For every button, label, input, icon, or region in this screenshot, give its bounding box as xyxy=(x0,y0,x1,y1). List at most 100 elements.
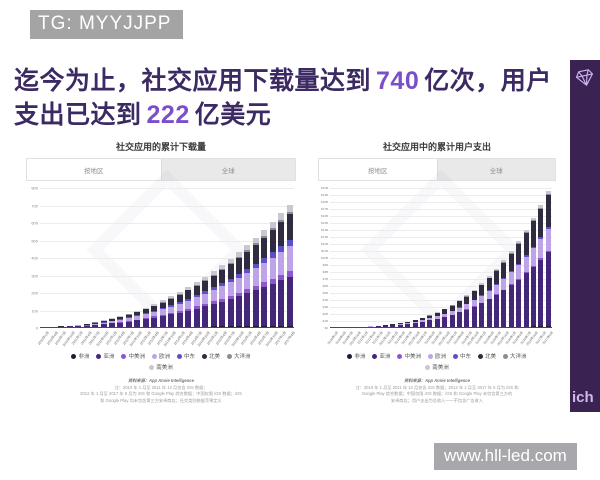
bar-segment-欧洲 xyxy=(278,251,285,275)
gridline xyxy=(330,244,552,245)
bar-segment-欧洲 xyxy=(427,318,433,321)
tab-global[interactable]: 全球 xyxy=(160,159,295,180)
gridline xyxy=(330,230,552,231)
bar-segment-亚洲 xyxy=(134,320,141,327)
y-tick-label: 600 xyxy=(31,220,38,226)
gridline xyxy=(330,272,552,273)
bar-segment-亚洲 xyxy=(486,299,492,327)
stacked-bar xyxy=(219,265,226,327)
legend-label: 南美洲 xyxy=(432,365,449,371)
bar-segment-南美洲 xyxy=(449,304,455,306)
bar-segment-北美 xyxy=(125,314,132,318)
bar-segment-南美洲 xyxy=(210,271,217,275)
tab-by-region[interactable]: 按地区 xyxy=(319,159,437,180)
gridline xyxy=(330,216,552,217)
legend-item-南美洲: 南美洲 xyxy=(149,363,173,371)
bar-segment-亚洲 xyxy=(235,296,242,327)
stacked-bar xyxy=(210,271,217,327)
bar-segment-北美 xyxy=(397,323,403,325)
bar-segment-亚洲 xyxy=(390,325,396,327)
gridline xyxy=(40,240,294,242)
bar-segment-中东 xyxy=(479,295,485,296)
bar-segment-欧洲 xyxy=(185,300,192,309)
bar-segment-亚洲 xyxy=(530,266,537,327)
bar-segment-中东 xyxy=(508,271,514,273)
bar-segment-南美洲 xyxy=(545,190,551,194)
bar-segment-南美洲 xyxy=(117,316,124,317)
bar-segment-中东 xyxy=(244,268,251,273)
bar-segment-中美洲 xyxy=(508,284,514,286)
legend-dot xyxy=(149,364,155,370)
bar-segment-中东 xyxy=(210,287,217,291)
bar-segment-亚洲 xyxy=(523,273,529,327)
bar-segment-中美洲 xyxy=(516,278,522,280)
tab-by-region[interactable]: 按地区 xyxy=(27,159,161,180)
bar-segment-亚洲 xyxy=(508,285,514,327)
bar-segment-大洋洲 xyxy=(486,277,492,279)
gridline xyxy=(330,286,552,287)
bar-segment-中东 xyxy=(134,315,141,317)
bar-segment-欧洲 xyxy=(538,238,544,259)
bar-segment-中东 xyxy=(235,273,242,278)
y-tick-label: $10B xyxy=(320,256,328,260)
bar-segment-欧洲 xyxy=(261,262,268,283)
bar-segment-亚洲 xyxy=(516,279,522,327)
legend-item-中东: 中东 xyxy=(177,352,195,360)
legend-item-欧洲: 欧洲 xyxy=(151,352,170,360)
legend-item-非洲: 非洲 xyxy=(347,352,365,360)
source-note-line: 注：2010 年 1 月至 2011 年 12 月仅含 iOS 数据； xyxy=(114,384,208,390)
bar-segment-中东 xyxy=(269,252,276,258)
bar-segment-大洋洲 xyxy=(508,252,514,254)
legend-item-中美洲: 中美洲 xyxy=(121,352,145,360)
bar-segment-北美 xyxy=(464,296,470,304)
bar-segment-南美洲 xyxy=(501,260,507,262)
bar-segment-中美洲 xyxy=(235,292,242,297)
bar-segment-欧洲 xyxy=(202,293,209,304)
bar-segment-南美洲 xyxy=(516,240,522,243)
legend: 非洲 亚洲 中美洲 欧洲 中东 北美 大洋洲 南美洲 xyxy=(24,352,298,371)
legend-dot xyxy=(453,353,458,359)
bar-segment-亚洲 xyxy=(142,319,149,327)
legend-item-欧洲: 欧洲 xyxy=(427,352,446,360)
bar-segment-亚洲 xyxy=(100,324,107,327)
y-tick-label: $11B xyxy=(321,249,328,253)
bar-segment-欧洲 xyxy=(125,318,132,321)
bar-segment-非洲 xyxy=(269,325,276,327)
bar-segment-北美 xyxy=(449,305,455,311)
title-text: 亿美元 xyxy=(194,101,272,129)
y-tick-label: 700 xyxy=(31,203,38,208)
bar-segment-欧洲 xyxy=(142,314,149,319)
bar-segment-北美 xyxy=(405,321,411,323)
stacked-bar xyxy=(159,300,166,327)
chart-tab-bar: 按地区 全球 xyxy=(26,158,296,181)
bar-segment-大洋洲 xyxy=(501,261,507,263)
bar-segment-亚洲 xyxy=(471,306,477,327)
bar-segment-亚洲 xyxy=(117,322,124,327)
bar-segment-中美洲 xyxy=(202,303,209,307)
bar-segment-南美洲 xyxy=(523,229,529,233)
bar-segment-亚洲 xyxy=(382,325,389,327)
bar-segment-亚洲 xyxy=(176,312,183,327)
stacked-bar xyxy=(545,190,551,327)
tab-global[interactable]: 全球 xyxy=(436,159,555,180)
y-tick-label: 0 xyxy=(35,325,38,331)
bar-segment-亚洲 xyxy=(269,283,276,326)
legend-label: 南美洲 xyxy=(156,365,173,371)
legend-row: 南美洲 xyxy=(425,363,449,371)
legend-dot xyxy=(478,353,484,359)
bar-segment-中东 xyxy=(159,308,166,310)
gridline xyxy=(40,293,294,294)
bar-segment-欧洲 xyxy=(168,306,175,313)
bar-segment-亚洲 xyxy=(286,276,293,326)
bar-segment-欧洲 xyxy=(219,286,226,299)
gridline xyxy=(40,188,294,189)
bar-segment-亚洲 xyxy=(125,321,132,327)
bar-segment-欧洲 xyxy=(508,272,514,285)
y-tick-label: $16B xyxy=(320,214,328,218)
title-line-2: 支出已达到 222 亿美元 xyxy=(14,98,562,132)
bar-segment-北美 xyxy=(493,270,500,285)
bar-segment-中东 xyxy=(545,226,551,229)
bar-segment-欧洲 xyxy=(235,277,242,293)
gridline xyxy=(330,209,552,210)
title-text: 支出已达到 xyxy=(14,101,142,129)
